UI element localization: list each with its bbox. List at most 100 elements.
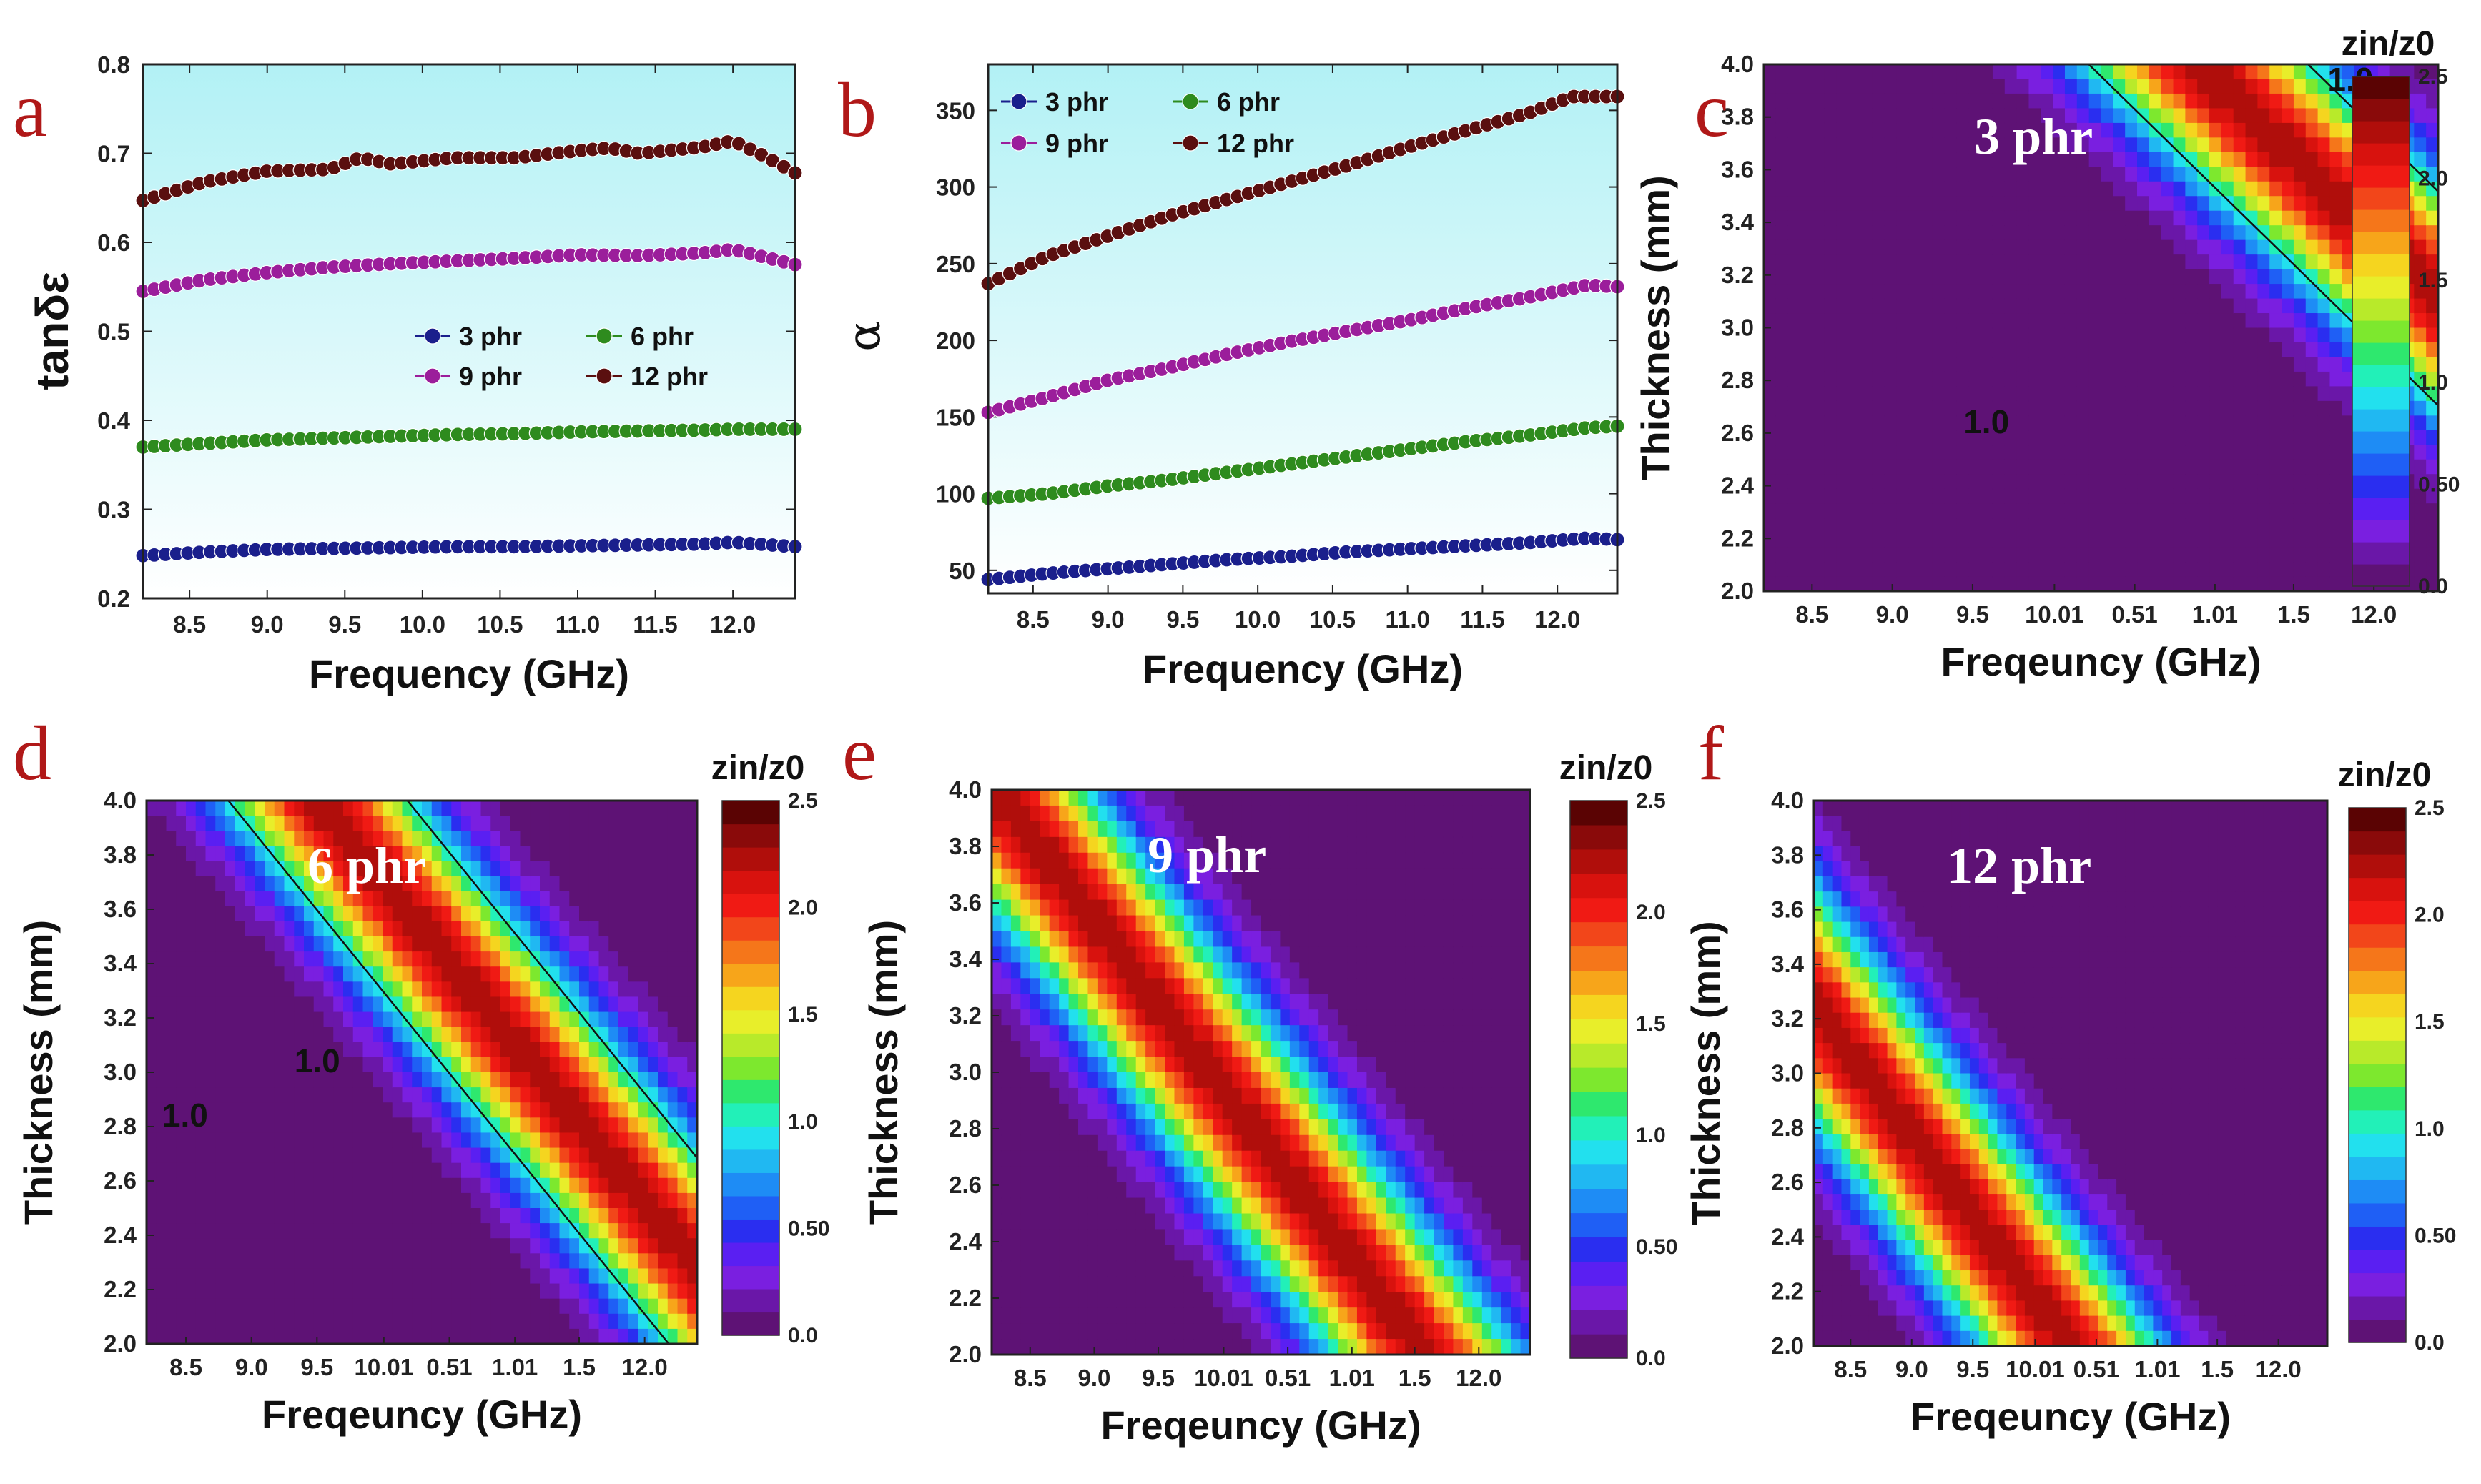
colorbar-segment bbox=[722, 823, 779, 848]
heatmap-cell bbox=[1884, 445, 1898, 460]
heatmap-cell bbox=[2233, 108, 2246, 124]
heatmap-cell bbox=[1001, 1103, 1012, 1120]
heatmap-cell bbox=[147, 1298, 157, 1315]
series-6-phr bbox=[135, 421, 803, 455]
heatmap-cell bbox=[687, 1117, 697, 1134]
heatmap-cell bbox=[2293, 93, 2307, 109]
heatmap-cell bbox=[588, 1223, 600, 1240]
heatmap-cell bbox=[284, 1238, 295, 1255]
heatmap-cell bbox=[245, 1027, 256, 1043]
x-tick-label: 11.0 bbox=[1385, 606, 1429, 633]
heatmap-cell bbox=[1956, 576, 1970, 591]
heatmap-cell bbox=[598, 921, 610, 937]
heatmap-cell bbox=[2329, 562, 2343, 578]
heatmap-cell bbox=[451, 1192, 462, 1209]
heatmap-cell bbox=[628, 846, 639, 862]
heatmap-cell bbox=[1981, 488, 1993, 504]
heatmap-cell bbox=[540, 891, 551, 907]
heatmap-cell bbox=[225, 966, 236, 983]
heatmap-cell bbox=[1764, 269, 1777, 285]
heatmap-cell bbox=[2414, 518, 2427, 533]
heatmap-cell bbox=[2137, 327, 2150, 343]
heatmap-cell bbox=[2233, 459, 2246, 475]
heatmap-cell bbox=[2173, 488, 2186, 504]
heatmap-cell bbox=[2293, 196, 2307, 212]
heatmap-cell bbox=[658, 1132, 669, 1149]
heatmap-cell bbox=[618, 1298, 629, 1315]
heatmap-cell bbox=[245, 1238, 256, 1255]
heatmap-cell bbox=[461, 1057, 472, 1073]
heatmap-cell bbox=[215, 906, 226, 922]
heatmap-cell bbox=[461, 1027, 472, 1043]
heatmap-cell bbox=[333, 981, 344, 998]
heatmap-cell bbox=[1884, 371, 1898, 387]
heatmap-cell bbox=[648, 1208, 659, 1224]
heatmap-cell bbox=[1981, 386, 1993, 402]
heatmap-cell bbox=[2088, 93, 2102, 109]
heatmap-cell bbox=[569, 1102, 580, 1119]
heatmap-cell bbox=[245, 1042, 256, 1058]
heatmap-cell bbox=[2076, 93, 2090, 109]
heatmap-cell bbox=[2282, 459, 2294, 475]
heatmap-cell bbox=[470, 906, 482, 922]
y-tick-label: 3.4 bbox=[104, 950, 137, 976]
y-tick-label: 50 bbox=[949, 558, 975, 584]
heatmap-cell bbox=[569, 1162, 580, 1179]
heatmap-cell bbox=[333, 1027, 344, 1043]
heatmap-cell bbox=[2221, 547, 2234, 563]
heatmap-cell bbox=[284, 1042, 295, 1058]
heatmap-cell bbox=[1787, 122, 1801, 139]
heatmap-cell bbox=[265, 996, 275, 1013]
heatmap-cell bbox=[2076, 371, 2090, 387]
heatmap-cell bbox=[658, 981, 669, 998]
heatmap-cell bbox=[2197, 371, 2210, 387]
heatmap-cell bbox=[1896, 371, 1909, 387]
heatmap-cell bbox=[588, 966, 600, 983]
heatmap-cell bbox=[2269, 415, 2282, 431]
heatmap-cell bbox=[1020, 1009, 1031, 1026]
heatmap-cell bbox=[2137, 313, 2150, 329]
heatmap-cell bbox=[2282, 327, 2294, 343]
heatmap-cell bbox=[2414, 327, 2427, 343]
heatmap-cell bbox=[1896, 342, 1909, 358]
heatmap-cell bbox=[362, 861, 374, 877]
legend-marker bbox=[596, 367, 613, 385]
heatmap-cell bbox=[1968, 298, 1981, 314]
heatmap-cell bbox=[549, 1072, 561, 1088]
heatmap-cell bbox=[313, 996, 325, 1013]
heatmap-cell bbox=[618, 1147, 629, 1164]
heatmap-cell bbox=[2076, 503, 2090, 519]
heatmap-cell bbox=[2329, 415, 2343, 431]
heatmap-cell bbox=[313, 1102, 325, 1119]
heatmap-cell bbox=[500, 891, 511, 907]
heatmap-cell bbox=[2317, 298, 2331, 314]
heatmap-cell bbox=[2233, 430, 2246, 446]
heatmap-cell bbox=[255, 891, 265, 907]
heatmap-cell bbox=[638, 951, 649, 968]
heatmap-cell bbox=[2342, 93, 2354, 109]
heatmap-cell bbox=[1968, 503, 1981, 519]
legend-label: 9 phr bbox=[459, 362, 522, 391]
series-12-phr bbox=[980, 89, 1625, 292]
colorbar-tick-label: 2.0 bbox=[788, 896, 818, 920]
colorbar-tick-label: 2.5 bbox=[788, 789, 818, 813]
heatmap-cell bbox=[2004, 445, 2018, 460]
heatmap-cell bbox=[1836, 196, 1849, 212]
heatmap-cell bbox=[215, 1313, 226, 1330]
heatmap-cell bbox=[1775, 430, 1789, 446]
heatmap-cell bbox=[2101, 562, 2114, 578]
heatmap-cell bbox=[2173, 167, 2186, 182]
heatmap-cell bbox=[1896, 562, 1909, 578]
heatmap-cell bbox=[2317, 357, 2331, 372]
heatmap-cell bbox=[2161, 400, 2174, 417]
heatmap-cell bbox=[383, 1011, 393, 1028]
heatmap-cell bbox=[1884, 474, 1898, 490]
heatmap-cell bbox=[2233, 93, 2246, 109]
heatmap-cell bbox=[1001, 1119, 1012, 1136]
heatmap-cell bbox=[992, 1150, 1002, 1167]
heatmap-cell bbox=[147, 831, 157, 847]
heatmap-cell bbox=[1932, 518, 1945, 533]
colorbar-segment bbox=[722, 916, 779, 941]
heatmap-cell bbox=[2137, 400, 2150, 417]
heatmap-cell bbox=[530, 891, 541, 907]
